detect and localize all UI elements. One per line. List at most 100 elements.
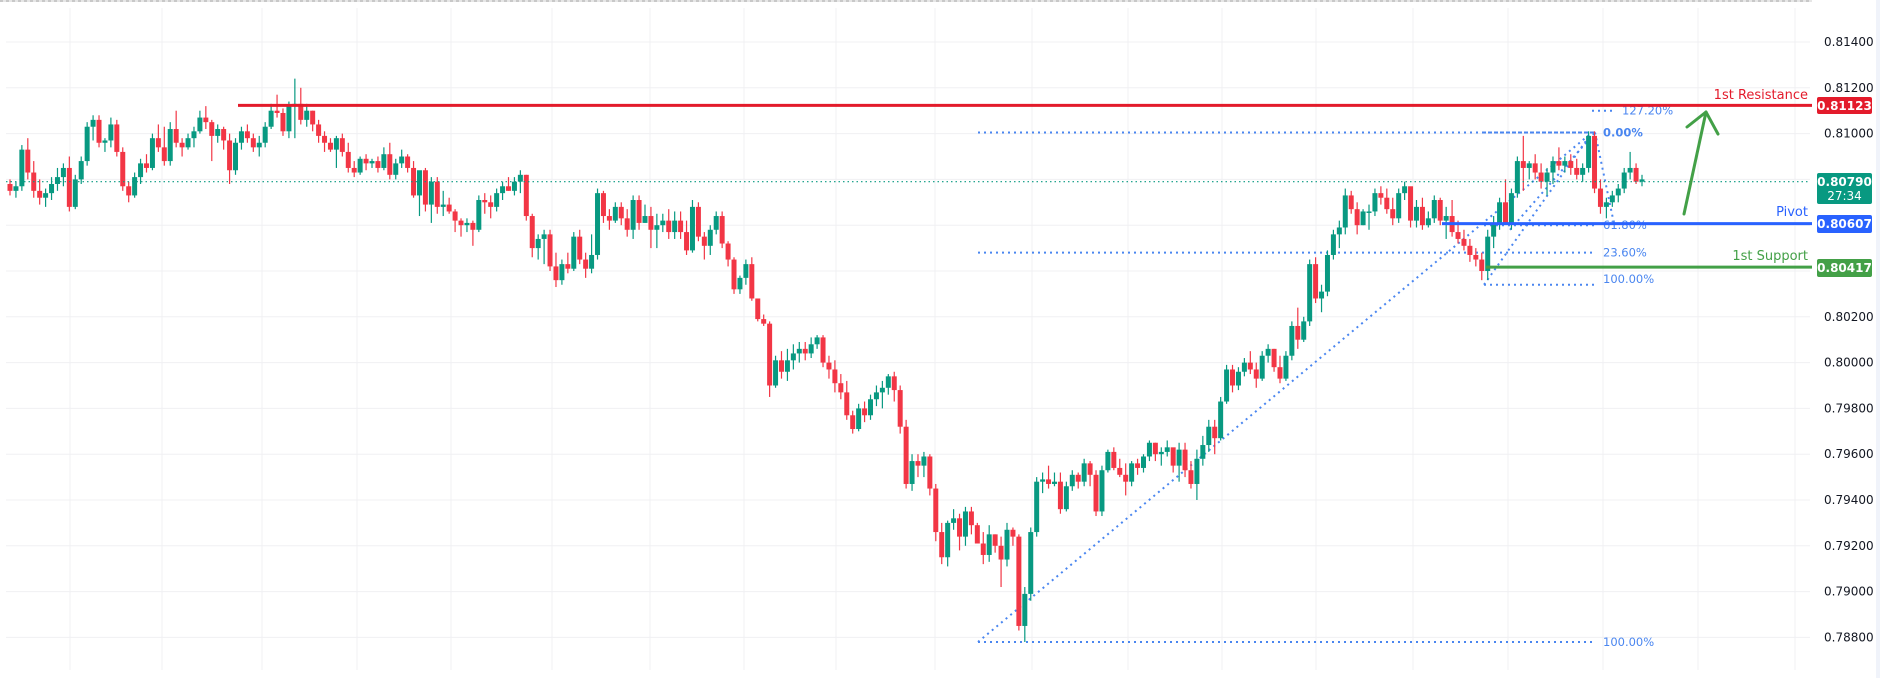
price-axis-tick: 0.81200 [1824,81,1874,95]
candle [1111,447,1117,471]
candle [446,197,452,214]
candle [1028,527,1034,601]
candle [1235,367,1241,391]
candle [1538,163,1544,189]
candle [577,229,583,265]
candle [856,403,862,432]
candle [310,110,316,132]
candle [363,154,369,171]
candle [1170,447,1176,473]
candle [600,190,606,223]
candle [1431,195,1437,223]
candle [31,161,37,198]
candle [482,193,488,214]
candle [1040,472,1046,494]
candle [1467,238,1473,262]
candle [986,525,992,562]
fib-trend-line[interactable] [977,131,1593,643]
candle [743,259,749,285]
candle [648,206,654,249]
candle [1609,190,1615,207]
candle [262,122,268,148]
candle [529,213,535,258]
candle [1526,161,1532,180]
candle [1259,351,1265,381]
candle [19,145,25,191]
fib-trend-line[interactable] [1483,131,1593,286]
support-resistance-levels[interactable] [238,103,1816,269]
resistance-label: 1st Resistance [1714,88,1808,103]
candle [535,234,541,260]
candle [921,451,927,478]
price-axis-tick: 0.79400 [1824,493,1874,507]
candle [1087,461,1093,487]
candle [327,138,333,152]
candle [25,138,31,180]
candle [1081,458,1087,487]
candle [1046,465,1052,489]
candle [1425,211,1431,228]
fib-level-label: 100.00% [1603,635,1654,649]
current-price: 0.80790 [1817,175,1872,189]
candle [583,252,589,278]
candle [209,119,215,162]
candle [547,229,553,271]
candle [1241,358,1247,377]
candle [868,394,874,420]
candle [1419,197,1425,230]
scrollbar-edge[interactable] [1876,0,1880,678]
pivot-label: Pivot [1776,205,1808,220]
arrow-up-icon[interactable] [1682,110,1720,216]
candle [132,172,138,198]
candle [1621,167,1627,194]
candle [1194,449,1200,500]
candle [725,241,731,267]
candle [1597,179,1603,214]
candle [369,158,375,168]
price-tags: 1st Resistance 0.81123 0.80790 27:34 Piv… [1714,88,1872,277]
candle [778,351,784,379]
candle [250,133,256,152]
candle [1253,362,1259,388]
candle [767,321,773,397]
candle [1307,259,1313,326]
candle [695,202,701,242]
candle [885,374,891,395]
candle [434,177,440,214]
candle [149,133,155,171]
candle [689,200,695,253]
candle [54,167,60,191]
candle [630,195,636,239]
candle [844,380,850,420]
candle [500,181,506,201]
candle [238,126,244,150]
candle [1586,131,1592,173]
candle [618,202,624,226]
top-border [0,0,1880,2]
price-axis-tick: 0.79200 [1824,539,1874,553]
candle [755,298,761,322]
candle [1093,470,1099,517]
candle [1354,202,1360,235]
candle [1384,188,1390,214]
candle [1057,472,1063,514]
fib-trend-line[interactable] [1594,132,1615,224]
candle [624,209,630,237]
candle [1366,204,1372,230]
candle [1247,351,1253,375]
candle [1289,321,1295,361]
candle [897,385,903,434]
candle [1348,190,1354,214]
candle [393,158,399,180]
candle [707,225,713,255]
candle [1592,131,1598,194]
fib-extension-tool[interactable]: 127.20% 0.00% 61.80% 23.60% 100.00% 100.00% [977,104,1673,649]
price-axis-tick: 0.78800 [1824,630,1874,644]
candle [523,174,529,221]
candle [933,483,939,542]
candle [244,124,250,143]
candle [1051,472,1057,487]
candle [945,520,951,567]
